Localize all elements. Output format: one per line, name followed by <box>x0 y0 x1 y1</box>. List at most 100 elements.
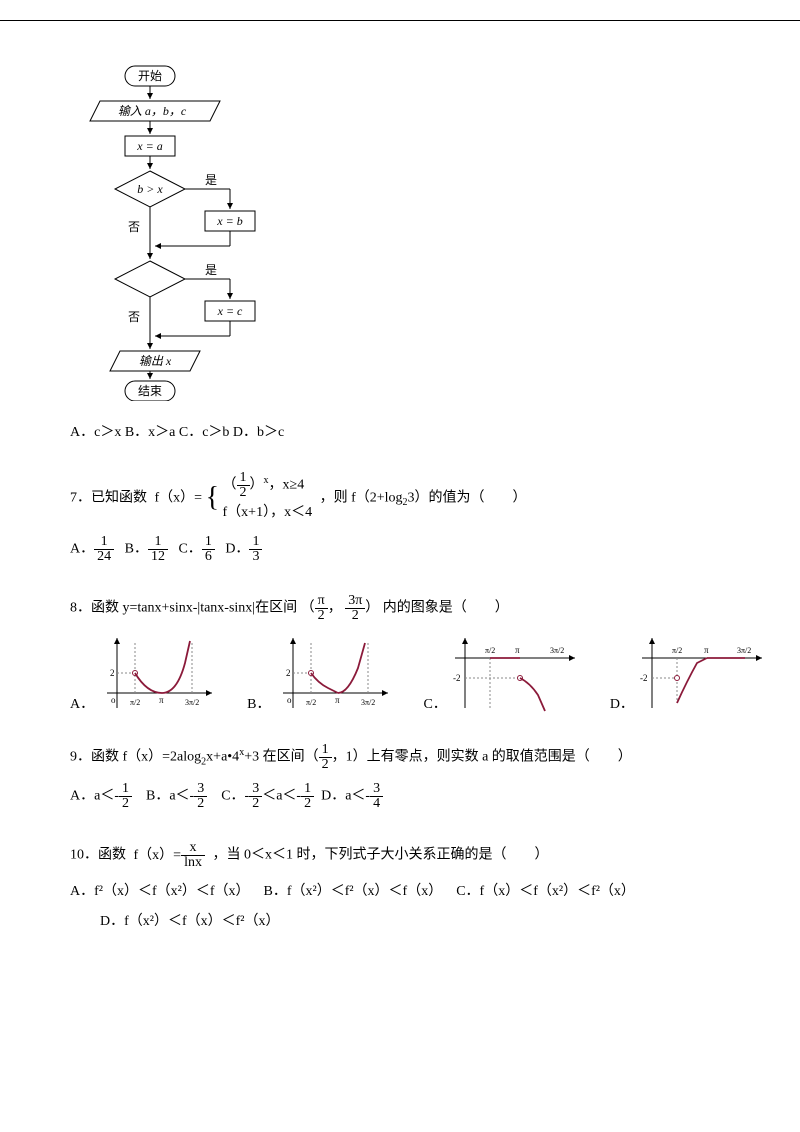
q9-t1d: ，1）上有零点，则实数 a 的取值范围是（ ） <box>332 750 632 765</box>
graph-d: -2 π/2 π 3π/2 <box>637 633 767 713</box>
flow-yes1: 是 <box>205 173 217 187</box>
q10-num: 10． <box>70 848 98 863</box>
flow-input: 输入 a，b，c <box>118 104 187 118</box>
graph-b: 2 o π/2 π 3π/2 <box>273 633 393 713</box>
flow-output: 输出 x <box>139 354 172 368</box>
frac-d: 2 <box>319 757 332 772</box>
graph-c: -2 π/2 π 3π/2 <box>450 633 580 713</box>
flow-no1: 否 <box>128 220 140 234</box>
frac-n: 3 <box>370 782 383 796</box>
q8-close: ） <box>365 601 379 616</box>
q7-optC: C． <box>178 542 201 557</box>
frac-n: π <box>315 594 328 608</box>
frac-n: 1 <box>202 535 215 549</box>
frac-d: lnx <box>181 855 205 870</box>
frac-d: 3 <box>249 549 262 564</box>
frac-n: 1 <box>301 782 314 796</box>
q7-p2: f（x+1），x＜4 <box>223 500 313 525</box>
frac-d: 6 <box>202 549 215 564</box>
q8-labelD: D． <box>610 693 634 713</box>
frac-n: 1 <box>319 743 332 757</box>
frac-d: 12 <box>148 549 168 564</box>
q8-labelC: C． <box>423 693 446 713</box>
q7-num: 7． <box>70 490 91 505</box>
q9-oC: C．- <box>221 789 249 804</box>
svg-text:2: 2 <box>110 668 115 678</box>
frac-d: 2 <box>119 796 132 811</box>
frac-n: x <box>181 841 205 855</box>
q8-sep: ， <box>328 601 342 616</box>
frac-d: 4 <box>370 796 383 811</box>
graph-a: 2 o π/2 π 3π/2 <box>97 633 217 713</box>
flow-yes2: 是 <box>205 263 217 277</box>
q10-oC: C．f（x）＜f（x²）＜f²（x） <box>456 884 635 899</box>
q10-oD: D．f（x²）＜f（x）＜f²（x） <box>100 914 280 929</box>
svg-text:π: π <box>515 645 520 655</box>
q9-num: 9． <box>70 750 91 765</box>
q9-oD: D．a＜- <box>321 789 370 804</box>
flow-end: 结束 <box>138 384 162 398</box>
flow-cond1: b > x <box>137 182 163 196</box>
q9-options: A．a＜-12 B．a＜-32 C．-32＜a＜-12 D．a＜-34 <box>70 782 740 811</box>
q7-options: A．124 B．112 C．16 D．13 <box>70 535 740 564</box>
q9: 9．函数 f（x）=2alog2x+a•4x+3 在区间（12，1）上有零点，则… <box>70 743 740 772</box>
svg-text:2: 2 <box>286 668 291 678</box>
q10-oB: B．f（x²）＜f²（x）＜f（x） <box>264 884 443 899</box>
svg-text:-2: -2 <box>453 673 461 683</box>
q8-labelA: A． <box>70 693 94 713</box>
q10-fx: f（x）= <box>134 848 182 863</box>
q7-text3: 3）的值为（ ） <box>408 490 527 505</box>
flowchart: 开始 输入 a，b，c x = a b > x 是 x = b <box>70 61 740 406</box>
q6-options: A．c＞x B．x＞a C．c＞b D．b＞c <box>70 421 740 441</box>
frac-n: 1 <box>148 535 168 549</box>
svg-text:-2: -2 <box>640 673 648 683</box>
q8-labelB: B． <box>247 693 270 713</box>
frac-d: 2 <box>237 485 250 500</box>
q7-optB: B． <box>125 542 148 557</box>
q9-t1b: x+a•4 <box>206 750 239 765</box>
svg-text:3π/2: 3π/2 <box>550 646 564 655</box>
frac-n: 1 <box>119 782 132 796</box>
svg-text:π/2: π/2 <box>485 646 495 655</box>
svg-text:3π/2: 3π/2 <box>185 698 199 707</box>
q7-optD: D． <box>225 542 249 557</box>
svg-text:π/2: π/2 <box>306 698 316 707</box>
q10-t1: 函数 <box>98 848 126 863</box>
frac-d: 2 <box>301 796 314 811</box>
q7-fx: f（x）= <box>155 490 203 505</box>
svg-text:3π/2: 3π/2 <box>737 646 751 655</box>
frac-d: 24 <box>94 549 114 564</box>
frac-d: 2 <box>249 796 262 811</box>
q8-num: 8． <box>70 601 91 616</box>
flow-assign1: x = a <box>136 139 162 153</box>
frac-n: 3 <box>249 782 262 796</box>
q10-t2: ，当 0＜x＜1 时，下列式子大小关系正确的是（ ） <box>212 848 548 863</box>
q7-p1a: （ <box>223 478 237 493</box>
svg-text:π: π <box>704 645 709 655</box>
flow-assign2: x = b <box>216 214 242 228</box>
frac-n: 1 <box>237 471 250 485</box>
svg-text:π/2: π/2 <box>130 698 140 707</box>
q10: 10．函数 f（x）=xlnx ，当 0＜x＜1 时，下列式子大小关系正确的是（… <box>70 841 740 870</box>
frac-d: 2 <box>345 608 365 623</box>
frac-n: 1 <box>249 535 262 549</box>
q10-options: A．f²（x）＜f（x²）＜f（x） B．f（x²）＜f²（x）＜f（x） C．… <box>70 880 740 930</box>
q7-text2: ，则 f（2+log <box>320 490 403 505</box>
q9-t1c: +3 在区间（ <box>244 750 318 765</box>
frac-n: 1 <box>94 535 114 549</box>
q7-p1c: ，x≥4 <box>269 478 305 493</box>
q7-p1b: ） <box>250 478 264 493</box>
frac-d: 2 <box>315 608 328 623</box>
svg-text:o: o <box>287 695 292 705</box>
q8-text2: 内的图象是（ ） <box>383 601 509 616</box>
q7-text1: 已知函数 <box>91 490 147 505</box>
q8-open: （ <box>301 601 315 616</box>
q9-oC2: ＜a＜- <box>262 789 301 804</box>
q9-oB: B．a＜- <box>146 789 194 804</box>
q10-oA: A．f²（x）＜f（x²）＜f（x） <box>70 884 250 899</box>
frac-n: 3π <box>345 594 365 608</box>
svg-text:π: π <box>335 695 340 705</box>
q8-graphs: A． 2 o π/2 π 3π/2 B． <box>70 633 740 713</box>
q7-optA: A． <box>70 542 94 557</box>
q8-text1: 函数 y=tanx+sinx-|tanx-sinx|在区间 <box>91 601 297 616</box>
